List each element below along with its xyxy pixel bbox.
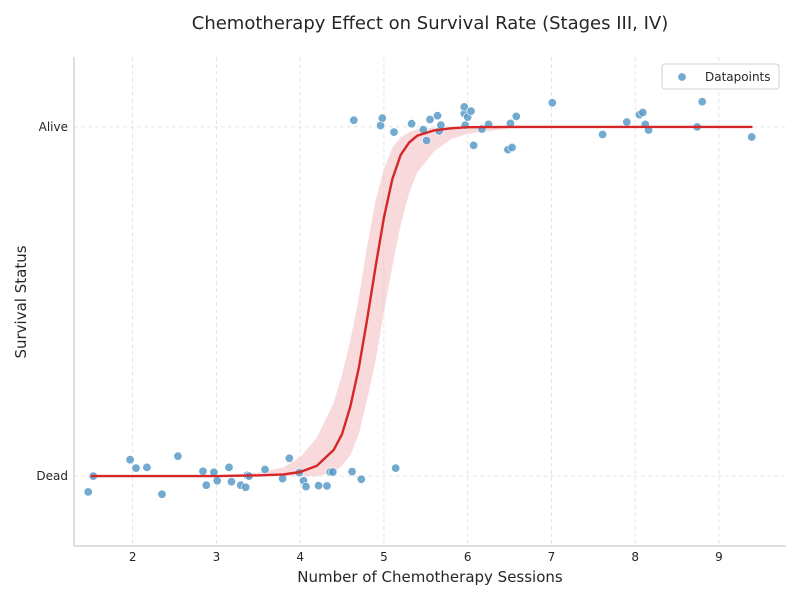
- legend-box: [661, 63, 780, 90]
- x-tick-label: 4: [296, 550, 304, 564]
- data-point: [201, 480, 211, 490]
- data-point: [425, 115, 435, 125]
- confidence-band-area: [90, 126, 753, 477]
- data-point: [314, 481, 324, 491]
- x-tick-label: 9: [715, 550, 723, 564]
- data-point: [547, 98, 557, 108]
- data-point: [157, 489, 167, 499]
- data-point: [697, 97, 707, 107]
- data-point: [407, 119, 417, 129]
- data-point: [356, 474, 366, 484]
- data-point: [284, 453, 294, 463]
- data-point: [131, 463, 141, 473]
- data-point: [622, 117, 632, 127]
- x-tick-labels: 2 3 4 5 6 7 8 9: [129, 550, 723, 564]
- y-tick-label: Alive: [39, 120, 68, 134]
- data-point: [224, 462, 234, 472]
- x-tick-label: 2: [129, 550, 137, 564]
- confidence-band: [90, 126, 753, 477]
- data-point: [459, 102, 469, 112]
- x-tick-label: 3: [213, 550, 221, 564]
- logistic-curve: [90, 125, 753, 478]
- data-point: [507, 143, 517, 153]
- data-point: [198, 466, 208, 476]
- x-tick-label: 5: [380, 550, 388, 564]
- data-point: [469, 140, 479, 150]
- data-point: [142, 462, 152, 472]
- data-point: [389, 127, 399, 137]
- data-point: [466, 106, 476, 116]
- data-point: [349, 115, 359, 125]
- data-point: [347, 467, 357, 477]
- data-point: [391, 463, 401, 473]
- x-axis-label: Number of Chemotherapy Sessions: [297, 568, 563, 586]
- data-point: [173, 451, 183, 461]
- data-point: [377, 113, 387, 123]
- data-point: [432, 111, 442, 121]
- data-point: [422, 136, 432, 146]
- data-point: [241, 482, 251, 492]
- y-axis-label: Survival Status: [12, 245, 30, 358]
- x-tick-label: 6: [464, 550, 472, 564]
- data-point: [747, 132, 757, 142]
- data-point: [598, 130, 608, 140]
- data-point: [511, 111, 521, 121]
- data-point: [322, 481, 332, 491]
- data-point: [328, 467, 338, 477]
- y-tick-labels: Dead Alive: [36, 120, 68, 483]
- data-point: [638, 108, 648, 118]
- y-tick-label: Dead: [36, 469, 68, 483]
- data-point: [260, 464, 270, 474]
- data-point: [301, 482, 311, 492]
- data-point: [125, 455, 135, 465]
- data-point: [227, 477, 237, 487]
- legend-label: Datapoints: [705, 70, 771, 84]
- x-tick-label: 8: [631, 550, 639, 564]
- legend-marker: [677, 72, 687, 82]
- x-tick-label: 7: [548, 550, 556, 564]
- data-point: [376, 121, 386, 131]
- legend: Datapoints: [661, 63, 780, 90]
- chart-title: Chemotherapy Effect on Survival Rate (St…: [192, 13, 668, 34]
- fit-line: [90, 125, 753, 478]
- data-point: [83, 487, 93, 497]
- data-point: [212, 476, 222, 486]
